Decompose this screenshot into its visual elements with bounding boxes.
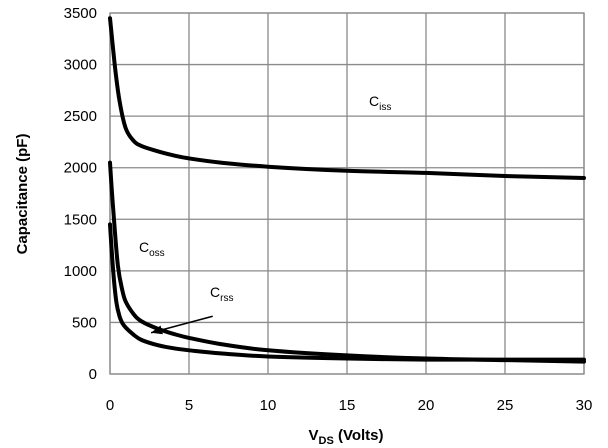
- y-tick-label: 2500: [64, 108, 97, 125]
- grid: [109, 12, 585, 375]
- x-axis-title: VDS (Volts): [308, 427, 383, 447]
- x-tick-label: 30: [576, 397, 593, 414]
- plot-frame: [109, 12, 585, 375]
- y-tick-label: 0: [89, 366, 97, 383]
- tick-labels: 0 5 10 15 20 25 30 0 500 1000 1500 2000 2500 3000 3500: [64, 5, 593, 414]
- y-tick-label: 3500: [64, 5, 97, 22]
- crss-pointer-arrowhead: [151, 325, 163, 335]
- x-tick-label: 0: [106, 397, 114, 414]
- y-tick-label: 1000: [64, 263, 97, 280]
- series-label-ciss: Ciss: [369, 93, 391, 113]
- x-tick-label: 15: [339, 397, 356, 414]
- annotations: [150, 315, 213, 335]
- y-tick-label: 1500: [64, 211, 97, 228]
- y-tick-label: 500: [72, 314, 97, 331]
- series-label-coss: Coss: [139, 239, 165, 259]
- y-tick-label: 3000: [64, 57, 97, 74]
- series-curves: [108, 16, 586, 364]
- series-line-ciss: [108, 16, 586, 180]
- x-tick-label: 20: [418, 397, 435, 414]
- x-tick-label: 25: [497, 397, 514, 414]
- series-label-crss: Crss: [210, 284, 233, 304]
- y-tick-label: 2000: [64, 160, 97, 177]
- x-tick-label: 10: [260, 397, 277, 414]
- y-axis-title: Capacitance (pF): [14, 134, 31, 255]
- series-line-crss: [108, 222, 586, 362]
- x-tick-label: 5: [185, 397, 193, 414]
